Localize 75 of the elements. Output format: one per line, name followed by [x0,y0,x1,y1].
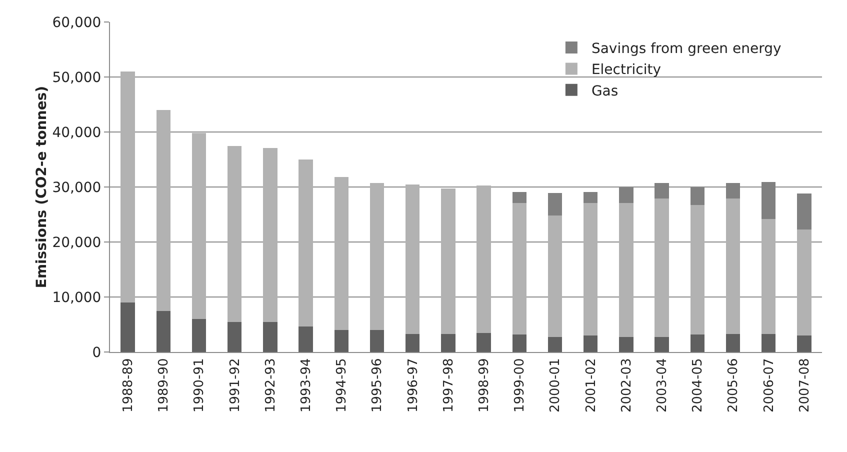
y-tick-label: 60,000 [52,14,102,31]
bar [512,202,527,334]
y-tick-label: 10,000 [52,290,102,306]
bar [726,198,740,334]
bar [761,218,776,334]
x-tick-label: 1996-97 [406,358,421,413]
bar [192,133,206,319]
bar [298,326,313,352]
y-tick-label: 0 [92,344,102,361]
bar [120,302,135,352]
bar [156,310,171,352]
x-tick-label: 2005-06 [726,358,742,413]
x-tick-label: 2006-07 [762,358,777,413]
bar [761,334,776,352]
legend-label: Gas [591,83,618,100]
bar [654,337,669,352]
bar [441,188,456,334]
x-tick-label: 1988-89 [121,358,136,413]
bar [797,194,812,230]
bar [690,334,705,352]
bar [263,148,278,322]
x-tick-label: 1993-94 [299,358,314,413]
bar [619,202,634,338]
bar [797,336,812,352]
bar [227,146,242,322]
x-tick-label: 1992-93 [263,358,278,413]
x-tick-label: 1997-98 [441,358,456,413]
x-tick-label: 1990-91 [192,358,208,413]
x-tick-label: 2004-05 [690,358,706,413]
y-tick-label: 40,000 [52,124,102,141]
legend-label: Savings from green energy [591,40,782,57]
x-tick-label: 2003-04 [655,358,670,413]
x-tick-label: 2007-08 [797,358,812,413]
bar [441,334,456,352]
bar [512,334,527,352]
x-tick-label: 1994-95 [334,358,350,413]
bar [548,337,562,352]
x-tick-label: 2000-01 [548,358,564,413]
bar [370,330,384,352]
y-tick-label: 20,000 [52,234,102,251]
x-tick-label: 2002-03 [619,358,634,413]
y-tick-label: 30,000 [52,180,102,196]
bar [583,202,598,336]
bar [619,337,634,352]
bar [298,160,313,327]
bar [476,332,491,352]
bar [548,216,562,338]
x-tick-label: 1995-96 [370,358,386,413]
bar [405,184,420,334]
bar [334,177,349,330]
bar [156,110,171,311]
bar [690,205,705,334]
x-tick-label: 1991-92 [228,358,243,413]
bar [334,330,349,352]
bar [583,336,598,352]
y-tick-label: 50,000 [52,70,102,86]
bar [797,229,812,336]
bar [263,322,278,352]
bar [476,185,491,333]
bar [227,322,242,352]
legend-label: Electricity [591,62,661,78]
x-tick-label: 1999-00 [512,358,528,413]
bar [583,192,598,203]
bar [370,183,384,330]
bar [512,192,527,203]
x-tick-label: 1998-99 [477,358,492,413]
y-axis-title: Emissions (CO2-e tonnes) [34,86,50,288]
bar [405,334,420,352]
bar [192,319,206,352]
x-tick-label: 2001-02 [584,358,599,413]
x-tick-label: 1989-90 [156,358,172,413]
bar [548,193,562,216]
bar [726,334,740,352]
bar [120,72,135,302]
bar [654,198,669,338]
